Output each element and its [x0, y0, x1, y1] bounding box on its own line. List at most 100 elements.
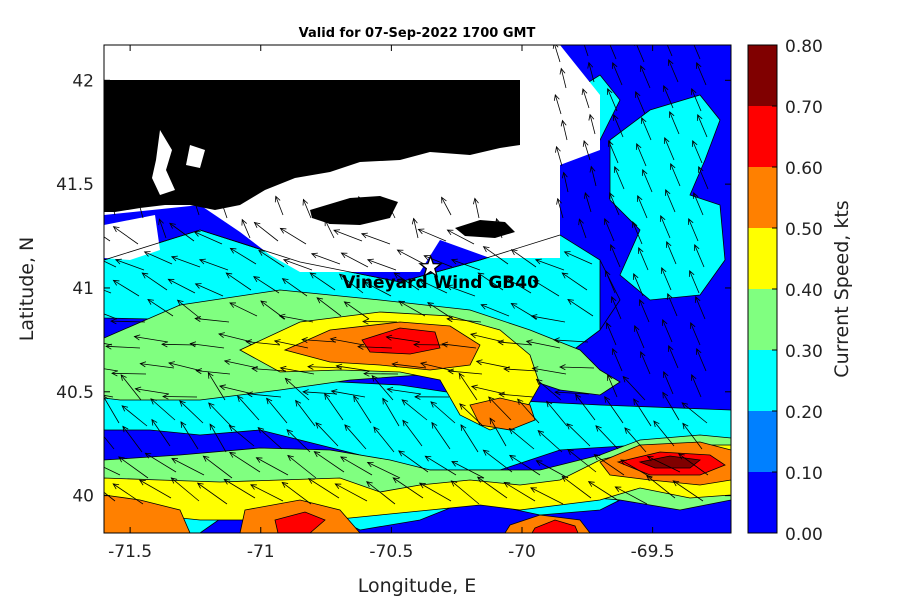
current-vector	[446, 316, 482, 323]
current-vector	[633, 325, 645, 349]
current-vector	[633, 398, 652, 427]
current-vector	[278, 313, 314, 323]
current-vector	[605, 322, 617, 346]
current-vector	[559, 364, 595, 371]
current-vector	[662, 371, 674, 395]
current-vector	[681, 402, 708, 424]
speed-region-maroon-core	[638, 455, 701, 469]
current-vector	[646, 475, 676, 499]
land-bay-detail	[152, 130, 175, 195]
current-vector	[678, 453, 709, 476]
current-vector	[170, 255, 201, 268]
current-vector	[458, 372, 478, 401]
current-vector	[393, 272, 420, 291]
current-vector	[609, 244, 621, 268]
speed-region-red-bottom	[531, 519, 579, 533]
current-vector	[495, 217, 503, 239]
current-vector	[225, 272, 252, 291]
current-vector	[316, 297, 342, 317]
current-vector	[451, 461, 485, 479]
current-vector	[610, 296, 622, 320]
current-vector	[614, 486, 648, 505]
current-vector	[559, 67, 567, 89]
current-vector	[334, 483, 368, 502]
colorbar-swatch	[748, 167, 777, 228]
colorbar-tick-label: 0.50	[785, 220, 823, 240]
x-tick-label: -70	[508, 542, 536, 562]
colorbar-tick-label: 0.40	[785, 281, 823, 301]
current-vector	[469, 332, 505, 343]
current-vector	[660, 267, 672, 291]
current-vector	[666, 293, 678, 317]
colorbar-tick-label: 0.60	[785, 159, 823, 179]
current-vector	[561, 171, 569, 193]
current-vector	[593, 454, 625, 476]
current-vector	[391, 361, 427, 369]
current-vector	[419, 279, 448, 294]
y-axis: 40 40.5 41 41.5 42	[56, 71, 731, 507]
x-tick-label: -71	[247, 542, 275, 562]
current-vector	[371, 375, 394, 401]
current-vector	[427, 302, 454, 320]
current-vector	[105, 343, 141, 350]
land-nantucket	[455, 220, 515, 238]
current-vector	[672, 480, 704, 502]
current-vector	[118, 456, 149, 479]
current-vector	[688, 270, 700, 294]
current-vector	[208, 402, 232, 427]
current-vector	[622, 375, 646, 401]
current-vector	[639, 351, 651, 375]
current-vector	[639, 65, 651, 89]
current-vector	[653, 420, 675, 447]
current-vector	[553, 93, 562, 115]
speed-region-orange-southwest	[104, 494, 191, 533]
current-vector	[666, 45, 673, 57]
current-vector	[104, 395, 120, 424]
current-vector	[358, 195, 368, 216]
contour-line	[104, 229, 561, 283]
current-vector	[669, 163, 681, 187]
current-vector	[373, 426, 395, 453]
current-vector	[114, 258, 145, 271]
chart-title: Valid for 07-Sep-2022 1700 GMT	[299, 26, 536, 41]
current-vector	[104, 466, 121, 476]
current-vector	[441, 196, 452, 216]
current-vector	[179, 400, 204, 424]
current-vector	[104, 368, 119, 372]
current-vector	[189, 341, 225, 349]
colorbar-swatch	[748, 472, 777, 533]
current-vector	[537, 430, 563, 453]
current-vector	[431, 421, 451, 450]
current-vector	[470, 384, 506, 395]
current-vector	[104, 491, 116, 502]
y-tick-label: 40	[72, 487, 94, 507]
current-vector	[340, 252, 369, 268]
current-vector	[171, 458, 205, 476]
current-vector	[624, 427, 647, 453]
current-vector	[194, 316, 230, 323]
current-vector	[209, 423, 227, 453]
current-vector	[219, 198, 228, 219]
current-vector	[386, 386, 422, 395]
current-vector	[662, 85, 674, 109]
current-vector	[604, 396, 624, 424]
current-vector	[546, 400, 568, 427]
current-vector	[417, 228, 447, 242]
current-vector	[385, 199, 396, 219]
current-vector	[697, 166, 709, 190]
current-vector	[309, 272, 336, 291]
current-vector	[662, 391, 680, 421]
x-tick-label: -70.5	[369, 542, 413, 562]
colorbar-swatch	[748, 350, 777, 411]
current-vector	[161, 341, 197, 348]
current-vector	[193, 231, 223, 245]
current-vector	[110, 318, 146, 325]
colorbar-swatch	[748, 45, 777, 106]
current-vector	[535, 460, 569, 479]
current-vector	[122, 425, 143, 453]
current-vector	[613, 166, 625, 190]
colorbar-swatch	[748, 228, 777, 289]
current-vector	[120, 374, 142, 401]
current-vector	[196, 482, 228, 505]
current-vector	[510, 249, 537, 268]
